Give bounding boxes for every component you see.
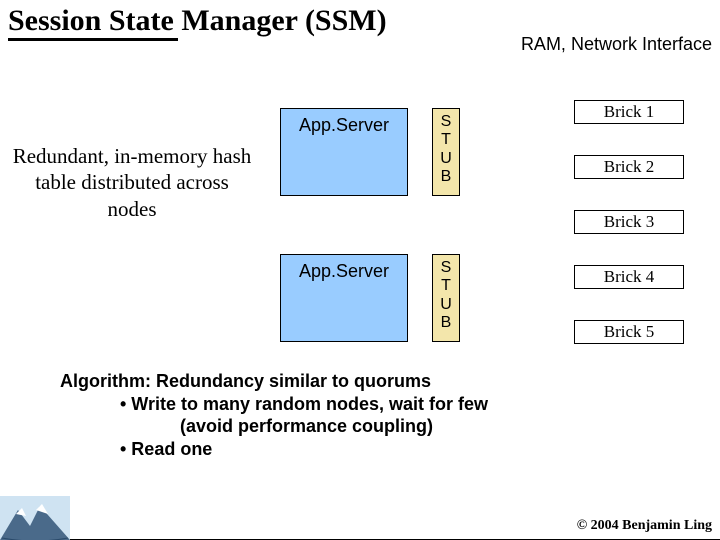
- stub-letter: T: [433, 131, 459, 149]
- copyright-text: © 2004 Benjamin Ling: [577, 518, 712, 534]
- stub-letter: T: [433, 277, 459, 295]
- algorithm-block: Algorithm: Redundancy similar to quorums…: [60, 370, 620, 460]
- algo-heading: Algorithm: Redundancy similar to quorums: [60, 370, 620, 393]
- stub-letter: U: [433, 296, 459, 314]
- roc-logo-icon: [0, 496, 70, 540]
- slide-title: Session State Manager (SSM): [8, 4, 387, 42]
- stub-letter: S: [433, 259, 459, 277]
- appserver-label: App.Server: [299, 261, 389, 282]
- brick-5: Brick 5: [574, 320, 684, 344]
- algo-bullet-1: • Write to many random nodes, wait for f…: [60, 393, 620, 416]
- algo-bullet-1-sub: (avoid performance coupling): [60, 415, 620, 438]
- stub-box-1: S T U B: [432, 108, 460, 196]
- stub-letter: B: [433, 168, 459, 186]
- redundant-description: Redundant, in-memory hash table distribu…: [12, 143, 252, 222]
- appserver-label: App.Server: [299, 115, 389, 136]
- brick-3: Brick 3: [574, 210, 684, 234]
- stub-letter: B: [433, 314, 459, 332]
- title-underline: [8, 38, 178, 41]
- algo-bullet-2: • Read one: [60, 438, 620, 461]
- slide-title-block: Session State Manager (SSM): [8, 4, 387, 41]
- stub-box-2: S T U B: [432, 254, 460, 342]
- ram-network-label: RAM, Network Interface: [521, 34, 712, 55]
- stub-letter: S: [433, 113, 459, 131]
- brick-4: Brick 4: [574, 265, 684, 289]
- stub-letter: U: [433, 150, 459, 168]
- appserver-box-2: App.Server: [280, 254, 408, 342]
- brick-1: Brick 1: [574, 100, 684, 124]
- appserver-box-1: App.Server: [280, 108, 408, 196]
- brick-2: Brick 2: [574, 155, 684, 179]
